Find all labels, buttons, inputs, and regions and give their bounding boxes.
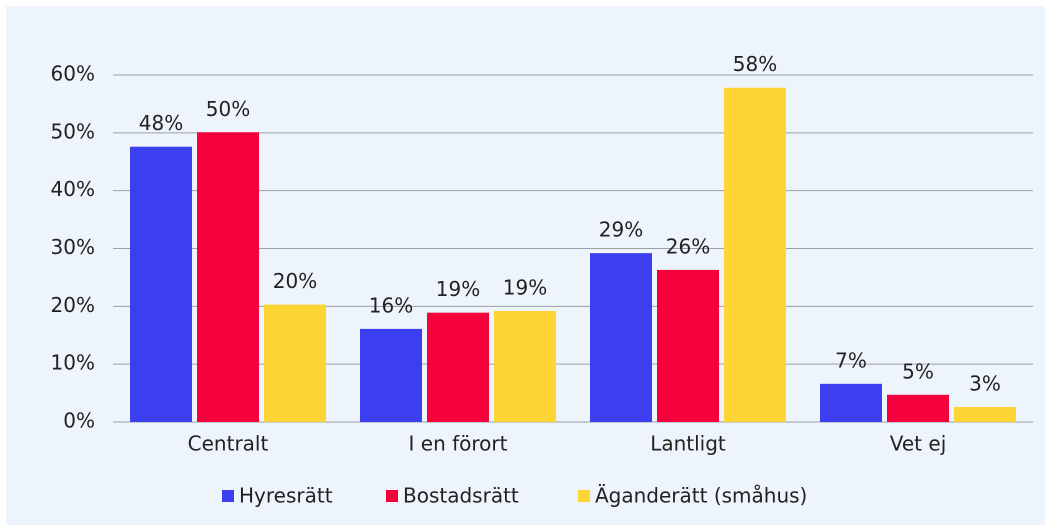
bar — [197, 132, 259, 422]
data-label: 7% — [835, 348, 867, 372]
bar — [264, 304, 326, 422]
y-tick-label: 40% — [51, 177, 95, 201]
data-label: 48% — [139, 111, 183, 135]
x-tick-label: Vet ej — [890, 432, 947, 456]
bar — [130, 146, 192, 423]
x-tick-label: I en förort — [409, 432, 508, 456]
y-tick-label: 10% — [51, 351, 95, 375]
x-tick-label: Lantligt — [650, 432, 726, 456]
y-tick-label: 60% — [51, 62, 95, 86]
legend-label: Hyresrätt — [239, 484, 333, 508]
legend-label: Bostadsrätt — [403, 484, 519, 508]
bar — [427, 312, 489, 422]
data-label: 26% — [666, 234, 710, 258]
data-label: 16% — [369, 293, 413, 317]
y-tick-label: 30% — [51, 235, 95, 259]
bar — [954, 406, 1016, 422]
legend-swatch — [222, 490, 234, 502]
data-label: 19% — [436, 277, 480, 301]
data-label: 5% — [902, 359, 934, 383]
data-label: 58% — [733, 52, 777, 76]
y-tick-label: 50% — [51, 119, 95, 143]
bar — [724, 87, 786, 423]
legend-swatch — [578, 490, 590, 502]
x-tick-label: Centralt — [188, 432, 269, 456]
data-label: 19% — [503, 275, 547, 299]
bar — [887, 394, 949, 422]
y-tick-label: 20% — [51, 293, 95, 317]
legend-label: Äganderätt (småhus) — [595, 484, 807, 508]
bar — [360, 328, 422, 422]
data-label: 3% — [969, 371, 1001, 395]
data-label: 20% — [273, 269, 317, 293]
bar — [657, 269, 719, 422]
data-label: 29% — [599, 218, 643, 242]
bar — [590, 253, 652, 422]
legend-swatch — [386, 490, 398, 502]
bar — [494, 310, 556, 422]
bar — [820, 383, 882, 422]
data-label: 50% — [206, 97, 250, 121]
y-tick-label: 0% — [63, 409, 95, 433]
